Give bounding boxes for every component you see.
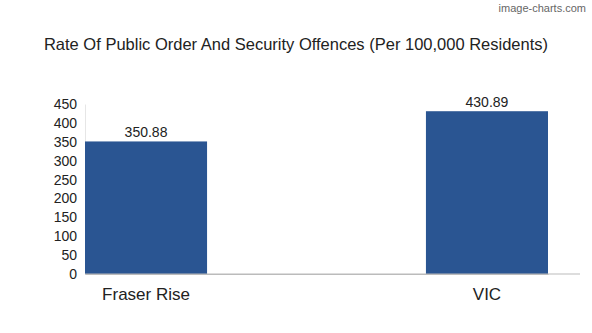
y-tick: 100 xyxy=(54,228,85,244)
x-tick-label: Fraser Rise xyxy=(102,285,190,304)
y-tick-label: 400 xyxy=(54,115,78,131)
y-tick-label: 300 xyxy=(54,153,78,169)
y-tick: 350 xyxy=(54,134,85,150)
y-tick-label: 200 xyxy=(54,190,78,206)
y-tick: 450 xyxy=(54,96,85,112)
x-axis-line xyxy=(86,274,549,275)
y-tick: 300 xyxy=(54,153,85,169)
y-tick: 50 xyxy=(61,247,85,263)
y-tick: 200 xyxy=(54,190,85,206)
bars xyxy=(85,111,548,274)
y-tick-label: 100 xyxy=(54,228,78,244)
annotation: image-charts.com xyxy=(499,2,586,14)
title: Rate Of Public Order And Security Offenc… xyxy=(44,35,548,53)
y-tick: 400 xyxy=(54,115,85,131)
data-labels: 350.88 430.89 xyxy=(125,94,509,140)
y-tick: 250 xyxy=(54,172,85,188)
data-label: 430.89 xyxy=(466,94,509,110)
y-axis: 0 50 100 150 200 250 300 350 400 450 xyxy=(54,96,86,282)
baseline xyxy=(85,274,580,275)
x-tick: VIC xyxy=(473,274,501,304)
bar xyxy=(426,111,548,274)
y-tick: 150 xyxy=(54,209,85,225)
y-tick-label: 150 xyxy=(54,209,78,225)
y-tick-label: 250 xyxy=(54,172,78,188)
chart: image-charts.com Rate Of Public Order And… xyxy=(0,0,592,333)
x-axis: Fraser Rise VIC xyxy=(86,274,549,304)
x-tick: Fraser Rise xyxy=(102,274,190,304)
y-tick: 0 xyxy=(69,266,85,282)
y-tick-label: 350 xyxy=(54,134,78,150)
y-tick-label: 450 xyxy=(54,96,78,112)
x-tick-label: VIC xyxy=(473,285,501,304)
data-label: 350.88 xyxy=(125,124,168,140)
y-tick-label: 0 xyxy=(69,266,77,282)
bar xyxy=(85,141,207,274)
y-tick-label: 50 xyxy=(61,247,77,263)
